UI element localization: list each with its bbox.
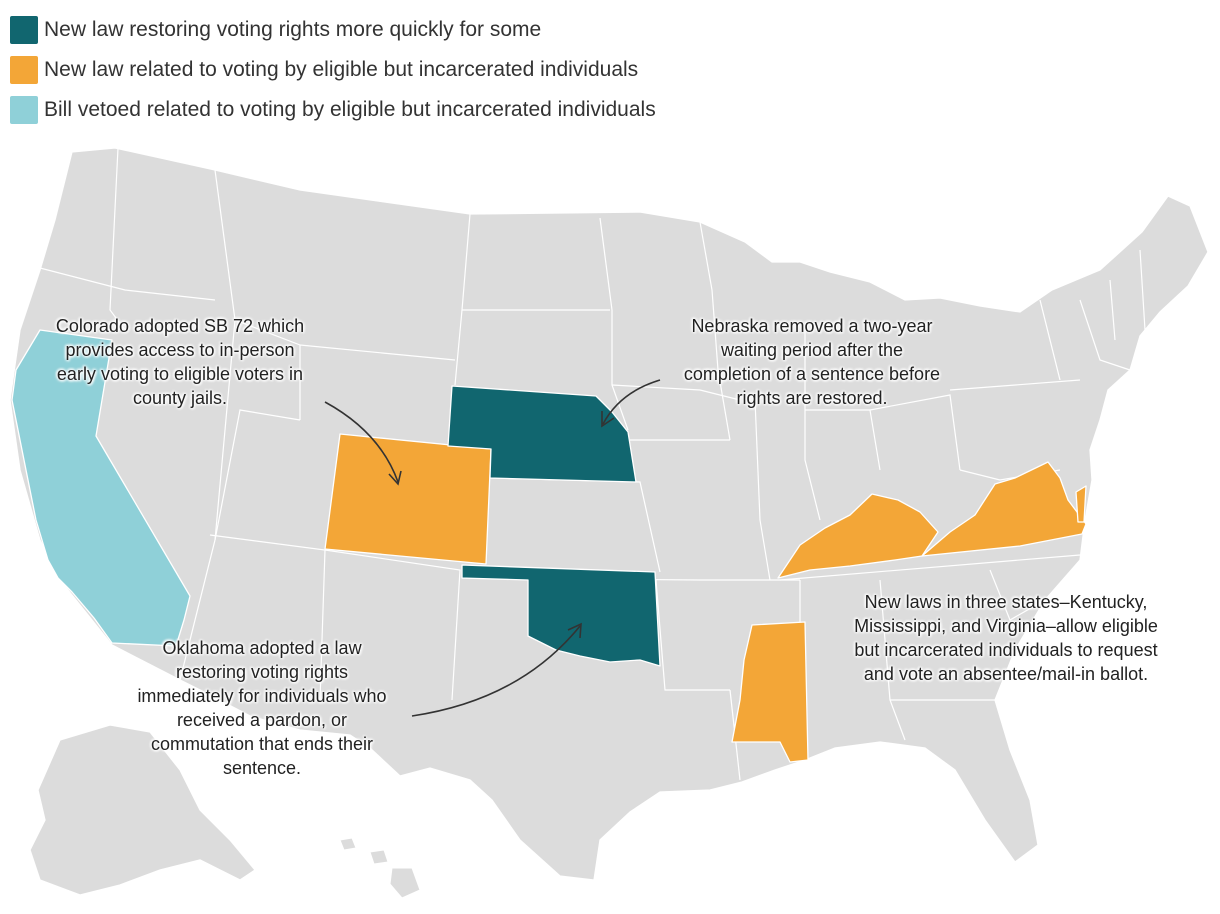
state-mississippi <box>731 621 809 763</box>
annotation-oklahoma: Oklahoma adopted a law restoring voting … <box>112 636 412 780</box>
us-landmass <box>9 147 1209 881</box>
arrow-colorado <box>324 401 399 483</box>
annotation-colorado-line: county jails. <box>132 388 228 408</box>
legend-item-vetoed: Bill vetoed related to voting by eligibl… <box>10 90 656 130</box>
state-virginia-eastern-shore <box>1075 485 1087 523</box>
legend-item-restoring: New law restoring voting rights more qui… <box>10 10 656 50</box>
arrow-oklahoma-head <box>567 622 582 639</box>
hawaii <box>339 837 421 899</box>
state-kentucky <box>777 493 939 579</box>
annotation-nebraska-line: waiting period after the <box>720 340 904 360</box>
state-nebraska <box>447 385 637 483</box>
state-virginia <box>921 461 1087 557</box>
annotation-oklahoma-line: sentence. <box>222 758 302 778</box>
alaska <box>29 724 256 896</box>
annotation-nebraska-line: Nebraska removed a two-year <box>691 316 933 336</box>
annotation-colorado: Colorado adopted SB 72 which provides ac… <box>40 314 320 410</box>
annotation-three-states-line: New laws in three states–Kentucky, <box>864 592 1148 612</box>
annotation-oklahoma-line: Oklahoma adopted a law <box>162 638 362 658</box>
legend-label-restoring: New law restoring voting rights more qui… <box>44 18 542 41</box>
arrow-nebraska-head <box>601 411 615 428</box>
annotation-oklahoma-line: immediately for individuals who <box>137 686 387 706</box>
arrow-oklahoma <box>411 625 581 717</box>
annotation-oklahoma-line: restoring voting rights <box>175 662 349 682</box>
legend: New law restoring voting rights more qui… <box>10 10 656 130</box>
legend-item-new-law: New law related to voting by eligible bu… <box>10 50 656 90</box>
state-colorado <box>324 433 492 565</box>
state-oklahoma <box>461 564 661 667</box>
annotation-three-states-line: Mississippi, and Virginia–allow eligible <box>854 616 1158 636</box>
legend-label-vetoed: Bill vetoed related to voting by eligibl… <box>44 98 656 121</box>
legend-swatch-new-law <box>10 56 38 84</box>
legend-swatch-restoring <box>10 16 38 44</box>
legend-label-new-law: New law related to voting by eligible bu… <box>44 58 639 81</box>
arrow-nebraska <box>602 379 661 425</box>
annotation-nebraska: Nebraska removed a two-year waiting peri… <box>662 314 962 410</box>
annotation-three-states-line: and vote an absentee/mail-in ballot. <box>863 664 1149 684</box>
annotation-three-states: New laws in three states–Kentucky, Missi… <box>828 590 1184 686</box>
legend-swatch-vetoed <box>10 96 38 124</box>
arrow-colorado-head <box>388 470 402 486</box>
annotation-colorado-line: provides access to in-person <box>65 340 295 360</box>
annotation-nebraska-line: rights are restored. <box>736 388 888 408</box>
annotation-colorado-line: Colorado adopted SB 72 which <box>55 316 305 336</box>
state-california <box>11 329 191 647</box>
annotation-colorado-line: early voting to eligible voters in <box>56 364 304 384</box>
annotation-oklahoma-line: received a pardon, or <box>176 710 348 730</box>
annotation-nebraska-line: completion of a sentence before <box>683 364 941 384</box>
annotation-three-states-line: but incarcerated individuals to request <box>854 640 1158 660</box>
annotation-oklahoma-line: commutation that ends their <box>150 734 374 754</box>
